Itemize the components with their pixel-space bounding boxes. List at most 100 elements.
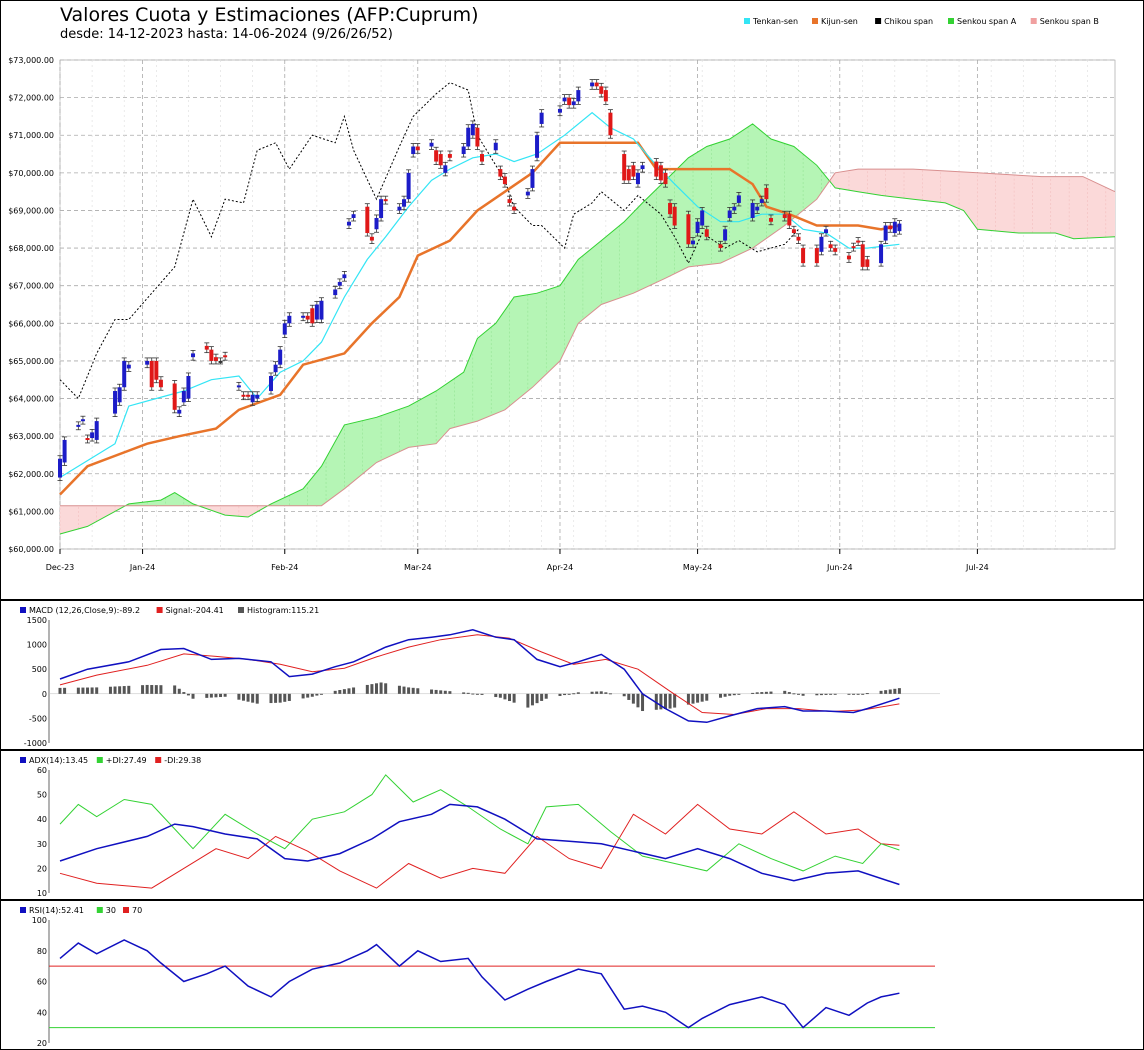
histogram-bar (205, 693, 209, 698)
histogram-bar (847, 693, 851, 695)
histogram-bar (604, 692, 608, 694)
candle-body (443, 165, 448, 173)
candle-body (287, 315, 292, 324)
candle-body (718, 244, 723, 249)
histogram-bar (700, 693, 704, 702)
histogram-bar (563, 693, 567, 696)
y-tick-label: $71,000.00 (8, 131, 54, 140)
histogram-bar (792, 693, 796, 695)
candle-body (480, 154, 484, 162)
histogram-bar (530, 693, 534, 706)
histogram-bar (375, 683, 378, 694)
candle-body (631, 165, 636, 177)
candle-body (218, 360, 223, 363)
histogram-bar (572, 693, 576, 695)
histogram-bar (535, 693, 539, 704)
x-tick-label: Jan-24 (129, 563, 155, 572)
candle-body (755, 206, 760, 211)
candle-body (654, 161, 659, 177)
histogram-bar (113, 686, 117, 694)
candle-body (507, 199, 512, 203)
histogram-bar (430, 689, 434, 694)
candle-body (888, 225, 893, 230)
histogram-bar (251, 693, 255, 703)
candle-body (278, 349, 283, 365)
candle-body (314, 304, 319, 320)
histogram-bar (352, 687, 356, 694)
x-tick-label: Dec-23 (46, 563, 75, 572)
candle-body (727, 210, 732, 218)
chikou-span-line (59, 82, 799, 400)
candle-body (704, 229, 709, 237)
candle-body (333, 289, 338, 296)
histogram-bar (278, 693, 282, 703)
y-tick-label: $61,000.00 (8, 507, 54, 516)
histogram-bar (310, 693, 314, 697)
kumo-bearish-cloud (60, 503, 129, 534)
histogram-bar (764, 691, 768, 694)
legend-label: RSI(14):52.41 (29, 906, 84, 915)
candle-body (787, 214, 792, 226)
histogram-bar (705, 693, 709, 701)
candle-body (342, 274, 347, 279)
candle-body (764, 187, 769, 200)
histogram-bar (595, 691, 599, 694)
candle-body (246, 394, 251, 397)
histogram-bar (732, 693, 736, 696)
histogram-bar (783, 690, 787, 694)
di-minus-line (59, 803, 900, 889)
legend-label: Senkou span B (1040, 17, 1099, 26)
y-tick-label: $60,000.00 (8, 545, 54, 554)
legend-swatch (96, 757, 103, 763)
histogram-bar (861, 693, 865, 695)
candle-body (723, 229, 728, 241)
candle-body (273, 364, 278, 373)
legend-label: Kijun-sen (821, 17, 858, 26)
histogram-bar (177, 688, 181, 694)
candle-body (883, 225, 888, 241)
histogram-bar (223, 693, 227, 697)
histogram-bar (526, 693, 530, 708)
histogram-bar (558, 693, 562, 696)
candle-body (860, 244, 865, 267)
candle-body (369, 236, 374, 241)
histogram-bar (448, 691, 452, 694)
candle-body (90, 432, 95, 439)
candle-body (447, 154, 452, 158)
candle-body (122, 360, 127, 388)
histogram-bar (443, 690, 447, 694)
legend-swatch (812, 18, 818, 24)
candle-body (686, 214, 691, 245)
histogram-bar (879, 690, 883, 694)
legend-label: Histogram:115.21 (247, 606, 319, 615)
candle-body (154, 360, 159, 380)
candle-body (236, 385, 241, 388)
candle-body (590, 82, 595, 87)
histogram-bar (480, 693, 484, 695)
histogram-bar (219, 693, 223, 698)
histogram-bar (86, 687, 90, 694)
histogram-bar (737, 693, 741, 695)
candle-body (301, 315, 306, 318)
candle-body (402, 199, 407, 207)
histogram-bar (342, 689, 346, 694)
y-tick-label: 40 (37, 1008, 47, 1017)
macd-signal-line (59, 634, 900, 716)
price-legend: Tenkan-sen Kijun-sen Chikou span Senkou spa… (744, 17, 1099, 26)
candle-body (626, 169, 631, 181)
histogram-bar (402, 686, 406, 694)
candle-body (663, 172, 668, 185)
histogram-bar (462, 692, 466, 694)
candle-body (493, 142, 498, 151)
histogram-bar (407, 687, 411, 694)
tenkan-sen-line (59, 111, 900, 479)
rsi-line (59, 939, 900, 1029)
candle-body (365, 206, 370, 234)
histogram-bar (852, 693, 856, 695)
histogram-bar (686, 693, 690, 705)
candle-body (535, 135, 540, 158)
candle-body (576, 90, 581, 102)
histogram-bar (246, 693, 250, 702)
candle-body (397, 206, 402, 211)
